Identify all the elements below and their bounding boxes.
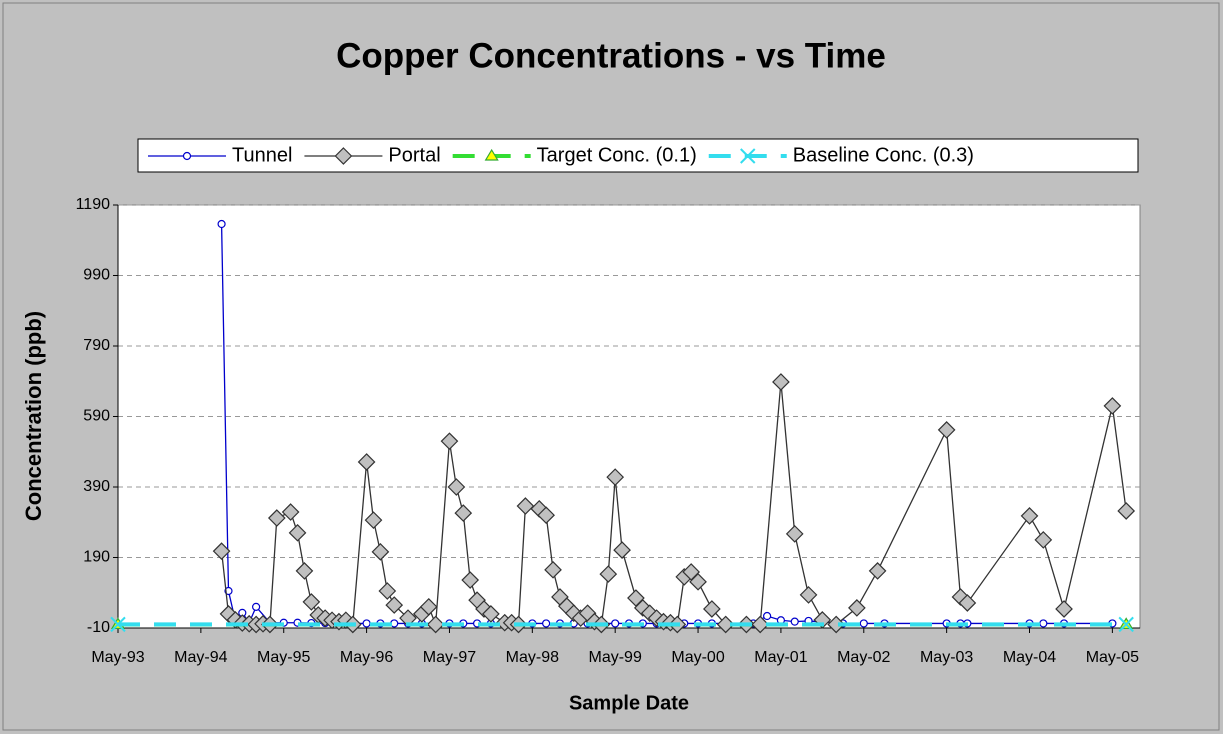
- data-point: [385, 596, 404, 614]
- data-point: [827, 615, 846, 634]
- data-point: [564, 604, 583, 623]
- data-point: [516, 497, 535, 515]
- data-point: [537, 506, 555, 525]
- y-axis-label: Concentration (ppb): [21, 311, 46, 521]
- data-point: [613, 541, 631, 559]
- data-point: [482, 605, 500, 623]
- chart-title: Copper Concentrations - vs Time: [336, 36, 886, 75]
- plot-area: [117, 204, 1141, 629]
- x-tick-label: May-04: [1003, 649, 1056, 666]
- x-tick-label: May-94: [174, 649, 227, 666]
- data-point: [1039, 619, 1048, 628]
- data-point: [217, 219, 226, 229]
- legend-marker: [484, 148, 499, 161]
- data-point: [419, 598, 438, 616]
- legend-label: Tunnel: [232, 144, 292, 166]
- legend-label: Portal: [388, 144, 440, 166]
- y-tick-label: 790: [83, 337, 110, 354]
- data-point: [378, 582, 397, 600]
- data-point: [295, 562, 314, 580]
- data-point: [813, 611, 832, 629]
- data-point: [751, 615, 770, 634]
- y-tick-label: -10: [87, 619, 110, 636]
- data-point: [937, 421, 956, 439]
- data-point: [763, 611, 772, 621]
- x-axis-label: Sample Date: [569, 692, 689, 714]
- data-point: [440, 432, 459, 451]
- data-point: [542, 619, 551, 628]
- legend-label: Target Conc. (0.1): [537, 144, 697, 166]
- data-point: [371, 543, 390, 561]
- data-point: [606, 468, 625, 486]
- x-tick-label: May-05: [1086, 649, 1139, 666]
- y-tick-label: 390: [83, 478, 110, 495]
- data-point: [689, 572, 707, 591]
- y-tick-label: 590: [83, 408, 110, 425]
- data-point: [703, 600, 721, 618]
- x-tick-label: May-98: [506, 649, 559, 666]
- data-point: [772, 373, 790, 391]
- x-tick-label: May-01: [754, 649, 807, 666]
- data-point: [1103, 397, 1122, 415]
- data-point: [958, 594, 977, 612]
- data-point: [1034, 531, 1053, 549]
- data-point: [302, 593, 321, 611]
- data-point: [281, 503, 300, 521]
- x-tick-label: May-02: [837, 649, 890, 666]
- data-point: [267, 509, 286, 527]
- data-point: [461, 571, 480, 589]
- data-point: [252, 602, 261, 611]
- legend-marker: [334, 147, 353, 165]
- x-tick-label: May-99: [589, 649, 642, 666]
- y-tick-label: 990: [83, 267, 110, 284]
- y-tick-label: 190: [83, 549, 110, 566]
- data-point: [288, 523, 307, 542]
- x-tick-label: May-00: [671, 649, 724, 666]
- data-point: [362, 619, 371, 628]
- data-point: [544, 560, 562, 579]
- data-point: [716, 615, 735, 634]
- legend-marker: [182, 151, 192, 161]
- x-tick-label: May-97: [423, 649, 476, 666]
- data-point: [868, 562, 887, 580]
- data-point: [212, 542, 231, 561]
- data-point: [454, 504, 473, 522]
- legend-marker: [740, 148, 756, 164]
- y-tick-label: 1190: [76, 196, 111, 213]
- data-point: [364, 511, 383, 529]
- data-point: [110, 616, 126, 633]
- data-point: [599, 565, 618, 583]
- x-tick-label: May-93: [91, 649, 144, 666]
- x-tick-label: May-96: [340, 649, 393, 666]
- data-point: [799, 586, 818, 604]
- data-point: [790, 617, 799, 626]
- data-point: [447, 478, 466, 496]
- data-point: [859, 619, 868, 628]
- data-point: [426, 615, 445, 634]
- data-point: [611, 619, 620, 628]
- data-point: [1117, 502, 1136, 520]
- data-point: [1020, 507, 1039, 525]
- legend-label: Baseline Conc. (0.3): [793, 144, 974, 166]
- data-point: [785, 525, 804, 543]
- data-point: [848, 599, 866, 617]
- x-tick-label: May-03: [920, 649, 973, 666]
- data-point: [1055, 600, 1073, 618]
- data-point: [1118, 616, 1134, 633]
- x-tick-label: May-95: [257, 649, 310, 666]
- data-point: [357, 453, 376, 471]
